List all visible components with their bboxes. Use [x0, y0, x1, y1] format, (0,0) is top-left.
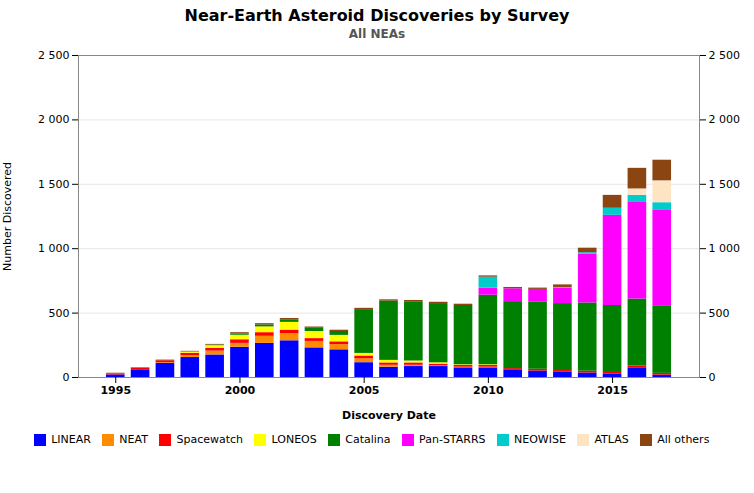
html-text:NEOWISE: NEOWISE — [514, 433, 566, 446]
html-text:Pan-STARRS: Pan-STARRS — [419, 433, 486, 446]
svg-text:2015: 2015 — [597, 384, 628, 397]
html-text:Spacewatch: Spacewatch — [176, 433, 243, 446]
html-text:NEAT: NEAT — [119, 433, 148, 446]
svg-text:1995: 1995 — [100, 384, 131, 397]
svg-text:1 500: 1 500 — [709, 178, 741, 191]
html-text:Near-Earth Asteroid Discoverie: Near-Earth Asteroid Discoveries by Surve… — [184, 6, 570, 25]
svg-text:0: 0 — [63, 371, 70, 384]
svg-text:2005: 2005 — [349, 384, 380, 397]
svg-text:2010: 2010 — [473, 384, 504, 397]
svg-text:2 000: 2 000 — [38, 113, 70, 126]
svg-text:2 000: 2 000 — [709, 113, 741, 126]
svg-text:0: 0 — [709, 371, 716, 384]
html-text:All others: All others — [657, 433, 710, 446]
svg-text:500: 500 — [709, 307, 730, 320]
html-text:ATLAS: ATLAS — [594, 433, 629, 446]
svg-text:Number Discovered: Number Discovered — [1, 162, 14, 271]
html-text:LONEOS: LONEOS — [271, 433, 317, 446]
svg-text:2 500: 2 500 — [38, 49, 70, 62]
svg-text:Discovery Date: Discovery Date — [342, 409, 436, 422]
svg-text:1 000: 1 000 — [38, 242, 70, 255]
svg-text:2000: 2000 — [225, 384, 256, 397]
svg-text:1 500: 1 500 — [38, 178, 70, 191]
html-text:All NEAs: All NEAs — [348, 27, 406, 41]
svg-text:1 000: 1 000 — [709, 242, 741, 255]
html-text:Catalina: Catalina — [345, 433, 391, 446]
svg-text:2 500: 2 500 — [709, 49, 741, 62]
svg-text:500: 500 — [49, 307, 70, 320]
html-text:LINEAR: LINEAR — [51, 433, 91, 446]
